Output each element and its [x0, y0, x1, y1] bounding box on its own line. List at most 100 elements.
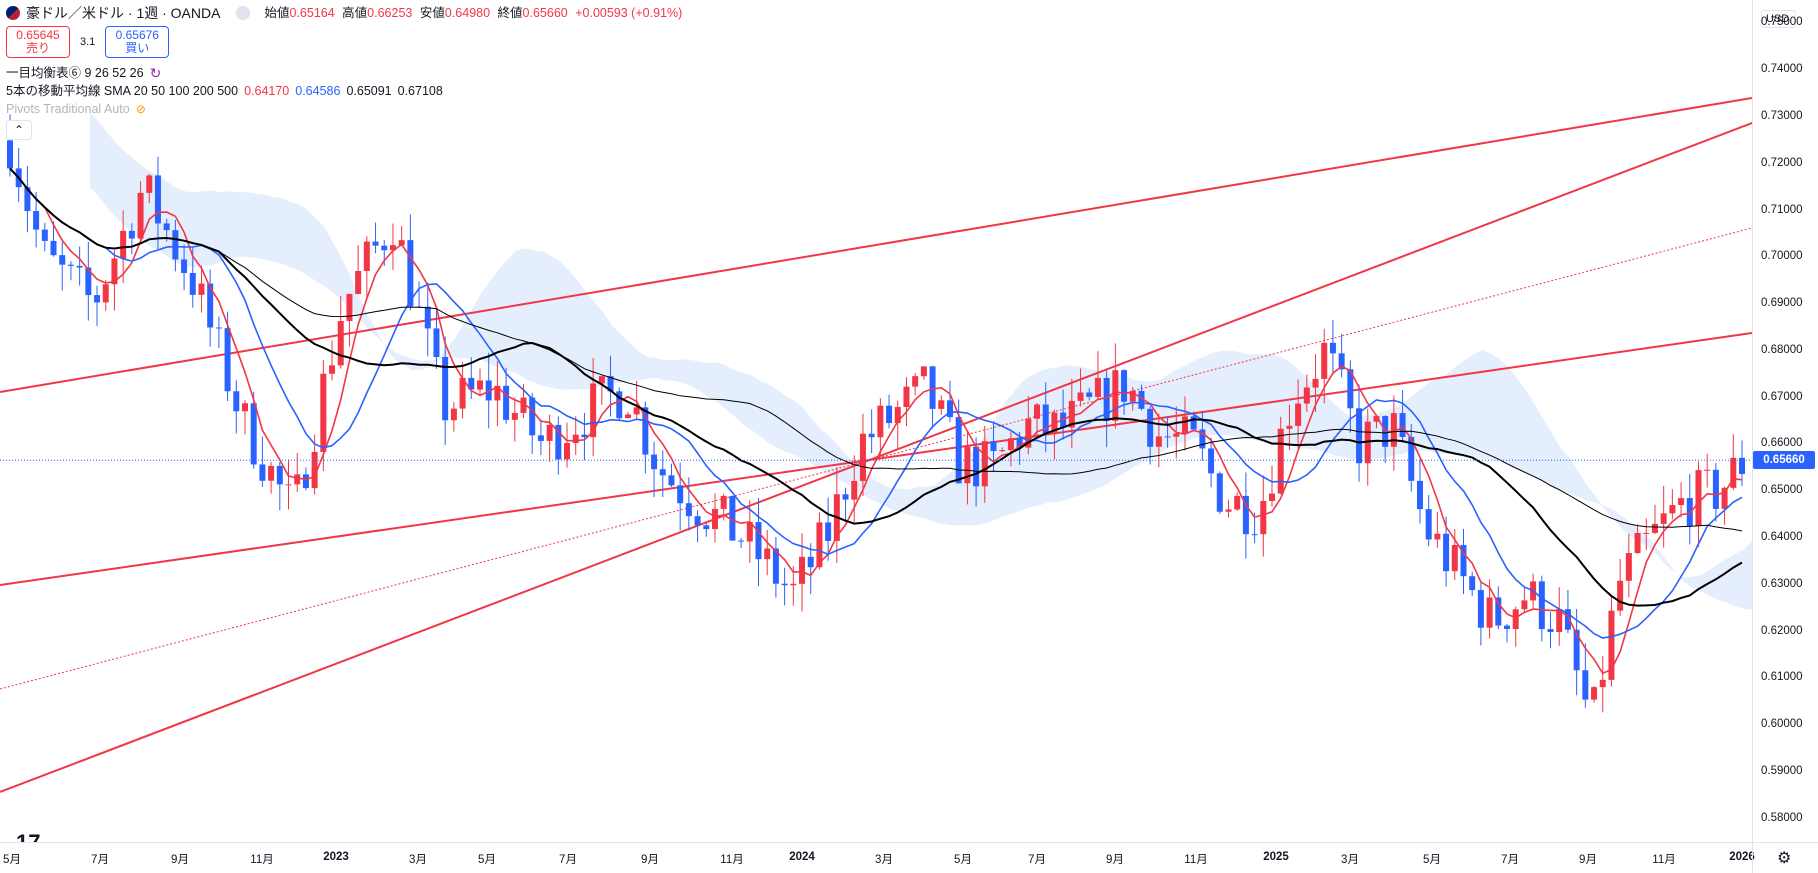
candle-body [1286, 425, 1293, 429]
candle-body [1634, 533, 1641, 554]
collapse-legend-button[interactable]: ⌃ [6, 120, 32, 140]
candle-body [181, 259, 188, 273]
candle-body [285, 484, 292, 486]
candle-body [1007, 438, 1014, 451]
candle-body [337, 321, 344, 366]
sma-legend[interactable]: 5本の移動平均線 SMA 20 50 100 200 500 0.64170 0… [6, 84, 443, 98]
candle-body [1295, 403, 1302, 426]
chart-legend: 豪ドル／米ドル · 1週 · OANDA 始値0.65164 高値0.66253… [6, 4, 682, 140]
sma-50-line [9, 167, 1743, 639]
candle-body [1399, 413, 1406, 437]
aud-usd-flag-icon [6, 6, 20, 20]
candle-body [1260, 500, 1267, 535]
candle-body [1721, 487, 1728, 509]
buy-button[interactable]: 0.65676 買い [105, 26, 170, 58]
candle-body [1094, 377, 1101, 397]
candle-body [355, 270, 362, 294]
price-axis[interactable]: USD 0.75000 0.74000 0.73000 0.72000 0.71000 0… [1752, 0, 1818, 842]
price-tick: 0.72000 [1761, 156, 1803, 169]
candle-body [1739, 457, 1745, 474]
candle-body [703, 525, 710, 530]
candle-body [1556, 609, 1563, 633]
candle-body [1077, 392, 1084, 401]
price-tick: 0.71000 [1761, 203, 1803, 216]
candle-body [424, 306, 431, 329]
candle-body [659, 469, 666, 476]
chart-area[interactable]: 豪ドル／米ドル · 1週 · OANDA 始値0.65164 高値0.66253… [0, 0, 1818, 855]
price-tick: 0.64000 [1761, 530, 1803, 543]
candle-body [598, 376, 605, 384]
candle-body [442, 357, 449, 421]
refresh-icon[interactable]: ↻ [149, 65, 162, 81]
candle-body [468, 377, 475, 390]
candle-body [1643, 532, 1650, 534]
price-tick: 0.73000 [1761, 109, 1803, 122]
candle-body [1034, 404, 1041, 419]
price-tick: 0.75000 [1761, 16, 1803, 29]
candle-body [372, 241, 379, 246]
sma-200-line [9, 168, 1743, 532]
time-tick: 3月 [875, 854, 893, 866]
time-tick: 11月 [1652, 854, 1676, 866]
time-tick: 11月 [720, 854, 744, 866]
time-tick: 7月 [1501, 854, 1519, 866]
price-tick: 0.63000 [1761, 577, 1803, 590]
candle-body [981, 441, 988, 487]
candle-body [973, 446, 980, 487]
candle-body [503, 385, 510, 420]
candle-body [711, 508, 718, 530]
time-tick: 11月 [1184, 854, 1208, 866]
candle-body [1390, 413, 1397, 447]
time-tick: 2024 [789, 851, 815, 863]
pivots-legend[interactable]: Pivots Traditional Auto ⊘ [6, 102, 146, 116]
candle-body [494, 385, 501, 401]
candle-body [1016, 438, 1023, 448]
candle-body [685, 503, 692, 517]
symbol-row: 豪ドル／米ドル · 1週 · OANDA 始値0.65164 高値0.66253… [6, 4, 682, 22]
time-axis[interactable]: 5月 7月 9月 11月 2023 3月 5月 7月 9月 11月 2024 3月 5月 7月 9月 11月 2… [0, 842, 1755, 873]
candle-body [842, 494, 849, 500]
symbol-title[interactable]: 豪ドル／米ドル · 1週 · OANDA [26, 5, 221, 21]
candle-body [1678, 498, 1685, 506]
axis-settings[interactable]: ⚙ [1752, 842, 1818, 873]
candle-body [1521, 600, 1528, 610]
candle-body [1181, 416, 1188, 434]
candle-body [1599, 679, 1606, 688]
candle-body [67, 264, 74, 266]
candle-body [1416, 480, 1423, 510]
candle-body [1356, 408, 1363, 464]
sell-button[interactable]: 0.65645 売り [6, 26, 70, 58]
candle-body [94, 295, 101, 303]
candle-body [276, 465, 283, 485]
candle-body [1173, 433, 1180, 437]
price-chart[interactable] [0, 0, 1818, 842]
candle-body [1164, 436, 1171, 438]
candle-body [302, 474, 309, 489]
candle-body [1477, 590, 1484, 628]
time-tick: 7月 [91, 854, 109, 866]
candle-body [1208, 448, 1215, 474]
candle-body [450, 408, 457, 421]
candle-body [1025, 418, 1032, 448]
settings-gear-icon[interactable]: ⚙ [1777, 850, 1792, 867]
candle-body [311, 451, 318, 489]
candle-body [1303, 387, 1310, 404]
candle-body [1068, 400, 1075, 428]
candle-body [738, 540, 745, 542]
candle-body [1138, 390, 1145, 409]
candle-body [111, 258, 118, 285]
candle-body [146, 175, 153, 193]
candle-body [163, 223, 170, 231]
candle-body [389, 245, 396, 251]
candle-body [886, 405, 893, 424]
candle-body [1651, 523, 1658, 533]
currency-selector[interactable]: USD [1761, 10, 1797, 28]
candle-body [607, 376, 614, 392]
candle-body [920, 366, 927, 377]
candle-body [1251, 534, 1258, 536]
candle-body [642, 407, 649, 455]
candle-body [407, 240, 414, 307]
ichimoku-legend[interactable]: 一目均衡表⑥ 9 26 52 26 ↻ [6, 65, 162, 81]
candle-body [1451, 545, 1458, 572]
candle-body [825, 522, 832, 541]
